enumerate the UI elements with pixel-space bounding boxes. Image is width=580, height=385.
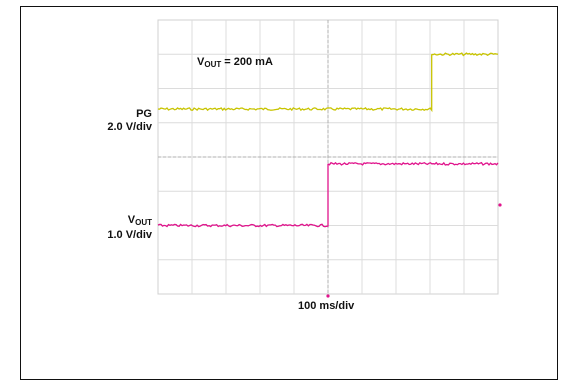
x-axis-label: 100 ms/div [298,300,355,312]
pg-trace [157,52,499,113]
traces [157,52,499,228]
vout-name: VOUT [127,214,152,227]
level-marker [498,203,502,207]
vout-channel-label: VOUT 1.0 V/div [107,214,152,242]
markers [326,203,502,298]
pg-name: PG [136,108,152,120]
trigger-marker [326,294,330,298]
vout-trace [157,161,499,228]
pg-scale: 2.0 V/div [107,121,152,133]
pg-channel-label: PG 2.0 V/div [107,108,152,134]
vout-scale: 1.0 V/div [107,229,152,241]
figure-frame [20,6,558,380]
annotation-label: VOUT = 200 mA [197,56,273,69]
grid [157,19,499,295]
